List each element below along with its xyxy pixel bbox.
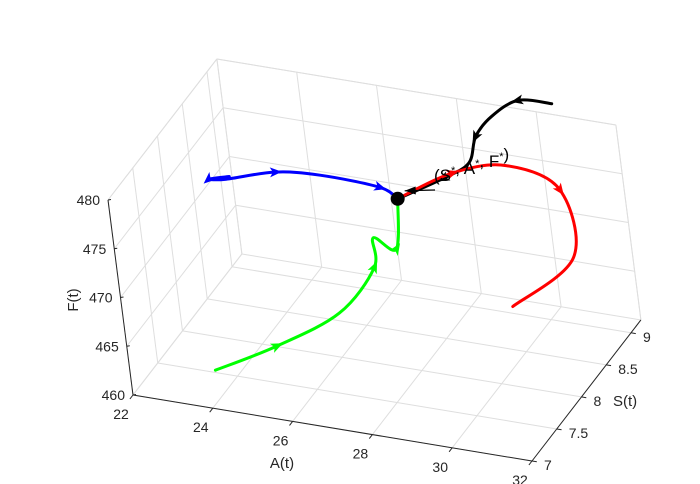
trajectory-2	[396, 163, 578, 308]
label-part: , A	[455, 159, 476, 178]
y-tick	[606, 364, 612, 367]
x-axis-label: A(t)	[270, 455, 294, 472]
box-edge	[216, 58, 616, 126]
label-part: )	[504, 145, 510, 164]
x-tick-label: 22	[113, 406, 129, 422]
trajectory-1	[207, 170, 400, 201]
z-tick-label: 460	[102, 387, 126, 403]
equilibrium-point	[390, 191, 405, 206]
y-tick-label: 9	[643, 329, 651, 345]
direction-arrow	[552, 182, 564, 196]
grid-line	[241, 253, 641, 321]
x-tick	[528, 460, 533, 466]
grid-line	[235, 204, 635, 272]
z-tick-label: 465	[95, 338, 119, 354]
direction-arrow	[373, 180, 387, 191]
grid-line	[126, 204, 237, 347]
grid-line	[132, 253, 243, 396]
direction-arrow	[367, 261, 378, 275]
x-tick	[129, 394, 134, 400]
superscript-star: *	[499, 151, 504, 163]
x-axis-line	[132, 394, 533, 462]
trajectory-3	[213, 197, 400, 372]
grid-line	[157, 362, 557, 430]
x-tick-label: 26	[273, 432, 289, 448]
direction-arrow	[269, 343, 283, 353]
superscript-star: *	[475, 158, 480, 170]
y-tick	[630, 332, 636, 335]
x-tick	[289, 421, 293, 426]
z-tick	[126, 345, 130, 347]
y-tick	[531, 460, 537, 463]
axes: 22 24 26 28 30 32 7 7.5 8 8.5 9 460 465 470 475 480 A(t)…	[65, 192, 651, 484]
y-tick-label: 8.5	[618, 361, 638, 377]
z-tick	[107, 199, 112, 201]
trajectories	[203, 94, 578, 372]
direction-arrow	[445, 169, 459, 180]
y-tick-label: 8	[594, 393, 602, 409]
z-axis-label: F(t)	[65, 288, 82, 311]
x-tick-label: 28	[353, 446, 369, 462]
y-axis-line	[531, 319, 642, 462]
label-part: , F	[479, 152, 499, 171]
grid-line	[212, 266, 323, 409]
grid-line	[292, 280, 402, 422]
grid-line	[223, 107, 623, 175]
box-edge	[216, 58, 243, 255]
z-tick	[132, 394, 137, 396]
direction-arrow	[389, 243, 401, 256]
y-axis-label: S(t)	[613, 393, 637, 410]
y-tick	[556, 428, 562, 431]
annotation-arrowhead	[404, 186, 416, 195]
z-tick-label: 480	[77, 192, 101, 208]
x-tick-label: 30	[432, 459, 448, 475]
box-edge	[107, 58, 218, 201]
box-edge	[615, 124, 642, 321]
x-tick	[368, 434, 373, 439]
grid-line	[182, 330, 582, 398]
direction-arrow	[269, 167, 282, 178]
grid-line	[229, 155, 629, 223]
label-part: (S	[434, 166, 451, 185]
x-tick	[448, 447, 453, 453]
z-tick	[114, 247, 118, 250]
z-tick	[120, 296, 124, 298]
direction-arrow	[511, 94, 524, 105]
direction-arrow	[472, 129, 483, 143]
equilibrium-annotation: (S*, A*, F*)	[390, 145, 509, 206]
y-tick	[581, 396, 587, 399]
x-tick-label: 24	[193, 419, 209, 435]
x-tick-label: 32	[512, 472, 528, 484]
grid-line	[231, 266, 632, 334]
grid-line	[113, 107, 224, 250]
grid-line	[451, 306, 562, 449]
direction-arrow	[203, 171, 216, 184]
grid-line	[207, 298, 607, 366]
y-tick-label: 7	[544, 457, 552, 473]
z-tick-label: 475	[83, 241, 107, 257]
grid-line	[372, 293, 482, 435]
x-tick	[209, 407, 214, 413]
y-tick-label: 7.5	[569, 425, 589, 441]
superscript-star: *	[451, 165, 456, 177]
equilibrium-label: (S*, A*, F*)	[434, 145, 509, 185]
z-tick-label: 470	[89, 290, 113, 306]
